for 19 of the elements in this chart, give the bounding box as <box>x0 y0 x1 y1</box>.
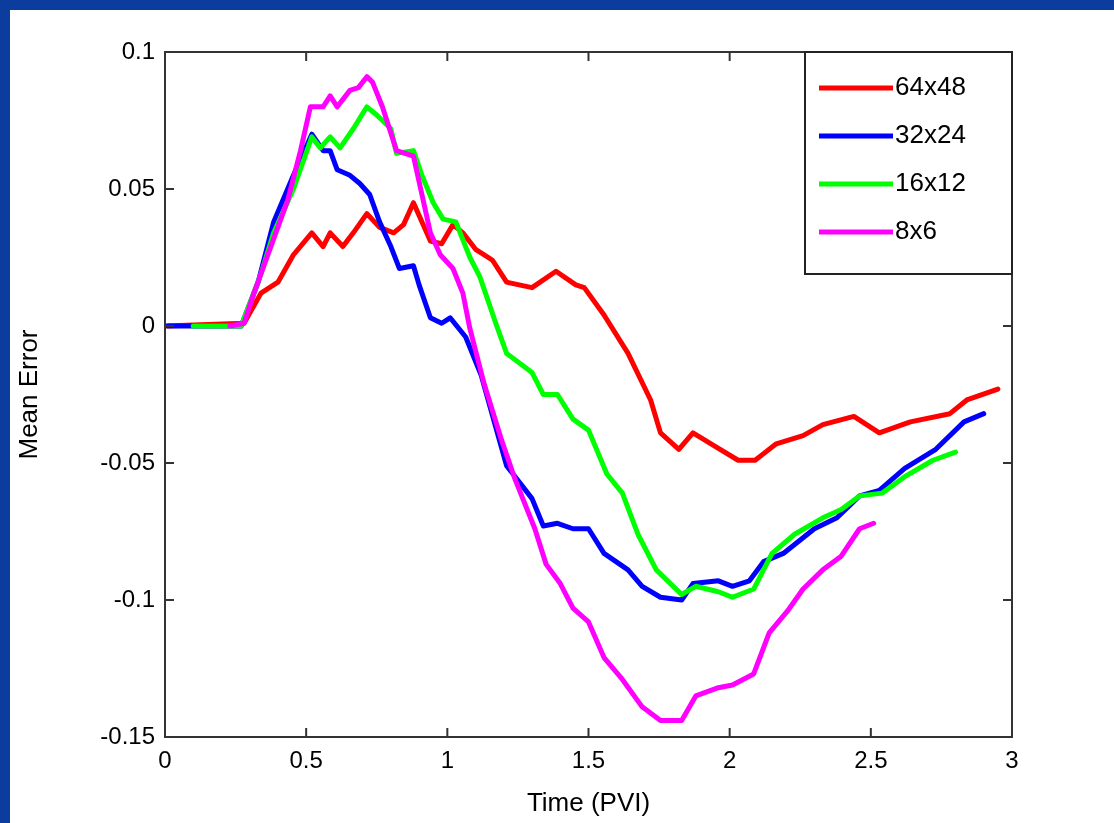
legend-label: 8x6 <box>895 215 937 246</box>
legend-label: 16x12 <box>895 167 966 198</box>
y-tick-label: -0.05 <box>100 447 155 475</box>
x-tick-label: 2.5 <box>854 746 888 774</box>
x-tick-label: 0.5 <box>289 746 323 774</box>
legend-label: 64x48 <box>895 71 966 102</box>
x-tick-label: 1.5 <box>571 746 606 774</box>
y-tick-label: -0.1 <box>113 584 155 612</box>
y-axis-title: Mean Error <box>12 329 43 460</box>
x-tick-label: 1 <box>440 746 455 774</box>
y-tick-label: 0.05 <box>108 173 155 201</box>
legend-label: 32x24 <box>895 119 966 150</box>
y-tick-label: 0 <box>141 310 155 338</box>
y-tick-label: -0.15 <box>100 721 155 749</box>
x-tick-label: 2 <box>722 746 737 774</box>
y-tick-label: 0.1 <box>121 36 155 64</box>
x-tick-label: 3 <box>1005 746 1019 774</box>
x-tick-label: 0 <box>158 746 172 774</box>
x-axis-title: Time (PVI) <box>526 786 651 817</box>
